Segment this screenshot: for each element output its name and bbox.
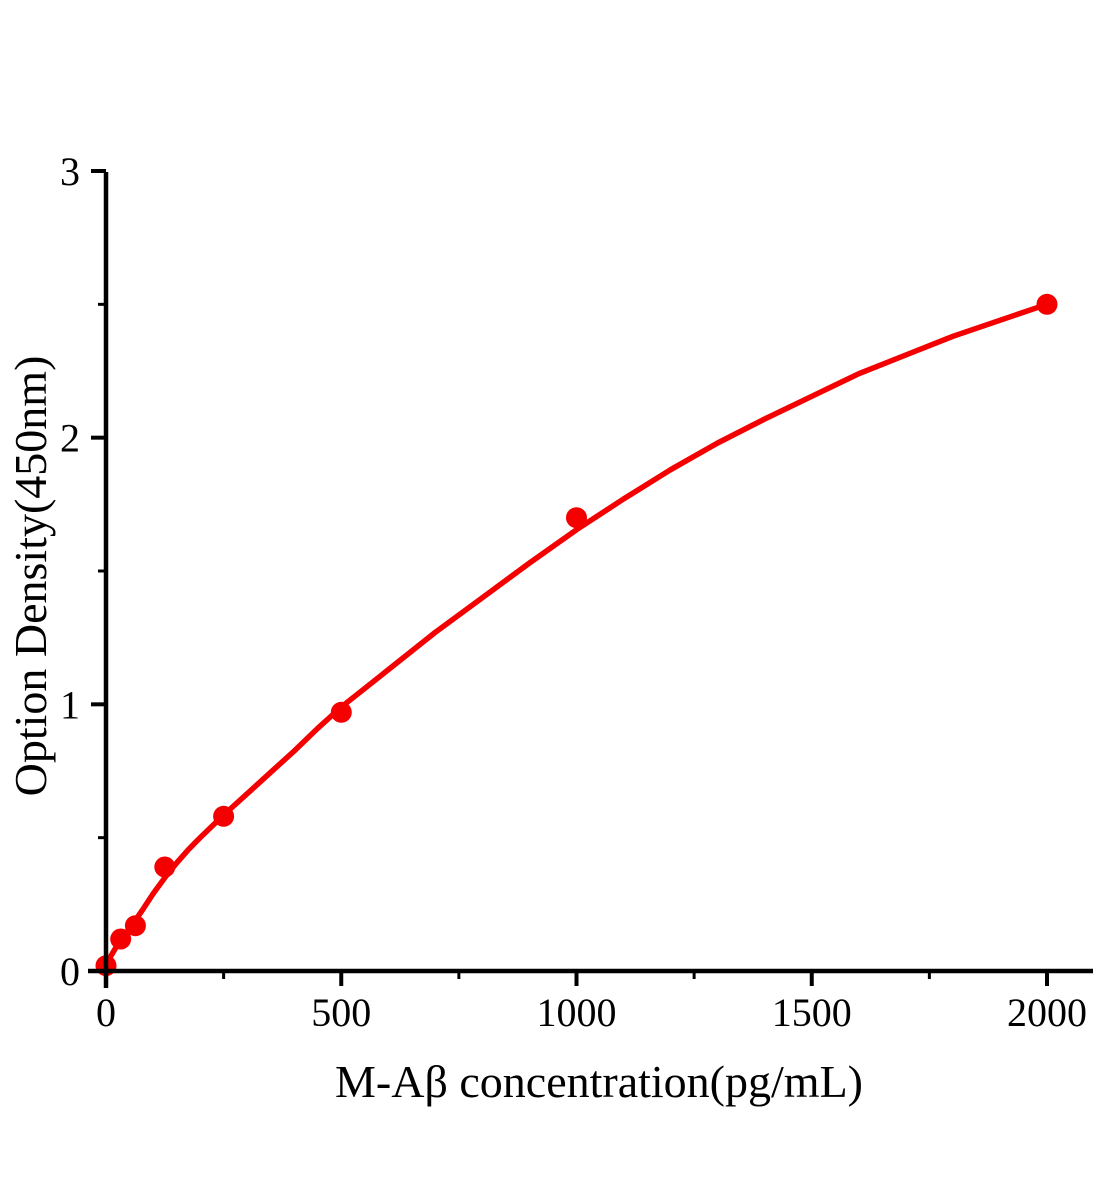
data-point-marker <box>213 805 235 827</box>
data-point-marker <box>566 507 587 529</box>
x-tick-label: 0 <box>96 990 116 1035</box>
y-tick-label: 2 <box>60 416 80 461</box>
data-point-marker <box>154 856 176 878</box>
data-points <box>95 293 1058 977</box>
y-tick-label: 1 <box>60 682 80 727</box>
fit-curve-line <box>103 301 1050 970</box>
tick-labels: 0 500 1000 1500 2000 0 1 2 3 <box>60 149 1087 1035</box>
axes <box>88 169 1093 988</box>
data-point-marker <box>110 928 132 950</box>
x-axis-title: M-Aβ concentration(pg/mL) <box>335 1056 863 1107</box>
x-tick-label: 1500 <box>772 990 852 1035</box>
y-tick-label: 0 <box>60 949 80 994</box>
data-point-marker <box>330 701 352 723</box>
y-tick-label: 3 <box>60 149 80 194</box>
fit-curve <box>103 301 1050 970</box>
data-point-marker <box>1036 293 1058 315</box>
x-tick-label: 500 <box>311 990 371 1035</box>
x-tick-label: 1000 <box>537 990 617 1035</box>
y-axis-title: Option Density(450nm) <box>5 356 56 797</box>
data-point-marker <box>124 915 146 937</box>
x-tick-label: 2000 <box>1007 990 1087 1035</box>
